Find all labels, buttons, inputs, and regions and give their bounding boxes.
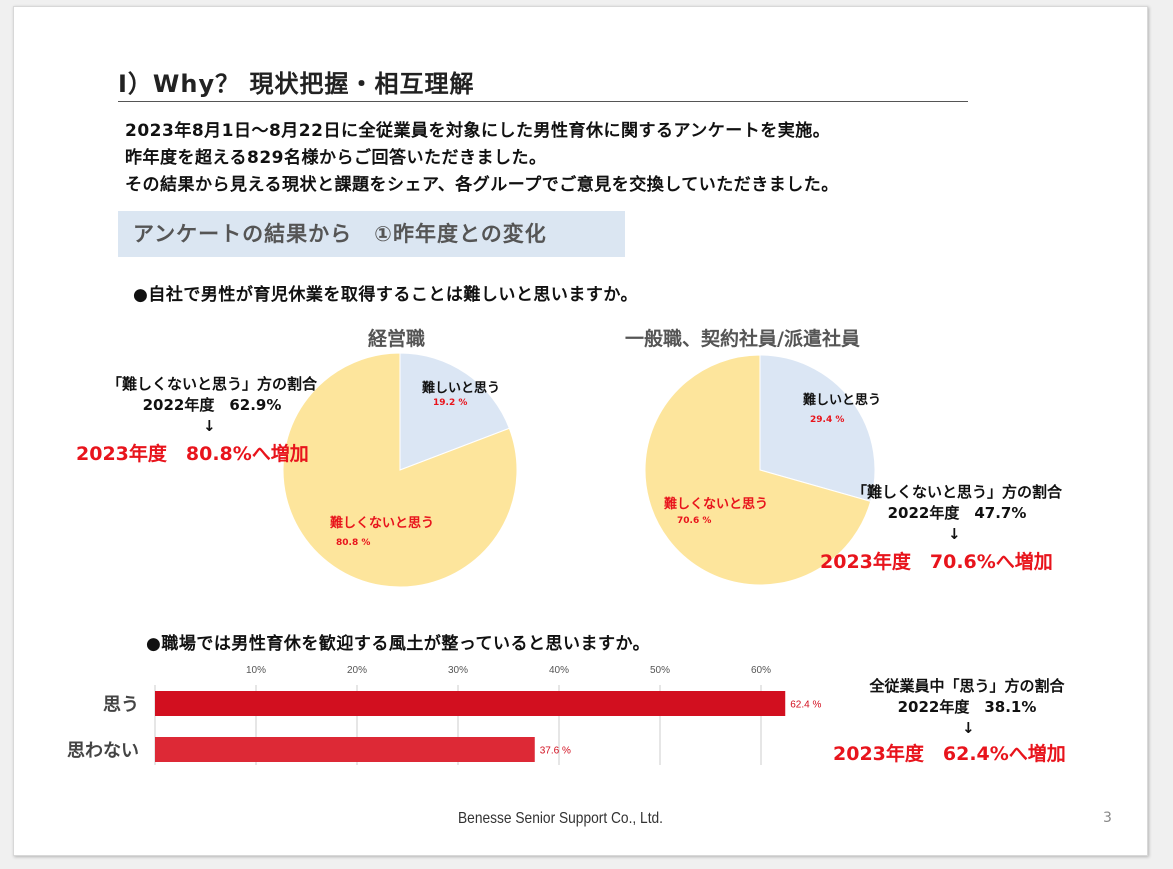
title-divider [118, 101, 968, 102]
note-management-result-wrap: 2023年度 80.8%へ増加 [76, 441, 309, 467]
intro-line-1: 2023年8月1日～8月22日に全従業員を対象にした男性育休に関するアンケートを… [125, 121, 831, 141]
section-heading-box [118, 211, 625, 257]
bar-0 [155, 691, 786, 716]
pie-chart-management [282, 352, 518, 588]
question-1: ●自社で男性が育児休業を取得することは難しいと思いますか。 [133, 285, 638, 305]
bar-value-label: 62.4 % [790, 700, 821, 711]
page-title: Ⅰ）Why？ 現状把握・相互理解 [118, 70, 475, 98]
note-management-result: 2023年度 80.8%へ増加 [76, 443, 309, 465]
x-tick-label: 10% [246, 665, 266, 676]
note-bar-arrow: ↓ [962, 719, 975, 737]
note-management-line2: 2022年度 62.9% [142, 396, 282, 414]
pie2-pct-not-difficult: 70.6 % [677, 516, 712, 526]
note-general-result-wrap: 2023年度 70.6%へ増加 [820, 549, 1053, 575]
pie1-slice-not-difficult [282, 352, 518, 588]
section-heading: アンケートの結果から ①昨年度との変化 [133, 222, 547, 246]
pie-1-slices [282, 352, 518, 588]
intro-text: 2023年8月1日～8月22日に全従業員を対象にした男性育休に関するアンケートを… [125, 118, 839, 199]
pie-chart-general [644, 354, 876, 586]
bar-category-label: 思う [103, 695, 139, 716]
x-tick-label: 50% [650, 665, 670, 676]
note-management-arrow: ↓ [203, 417, 216, 435]
x-tick-label: 20% [347, 665, 367, 676]
note-bar-line1: 全従業員中「思う」方の割合 [869, 677, 1065, 695]
note-general: 「難しくないと思う」方の割合 2022年度 47.7% ↓ [826, 482, 1088, 545]
pie1-pct-not-difficult: 80.8 % [336, 538, 371, 548]
pie-title-management: 経営職 [368, 328, 426, 350]
x-tick-label: 40% [549, 665, 569, 676]
pie2-label-difficult: 難しいと思う [803, 393, 882, 408]
x-tick-label: 30% [448, 665, 468, 676]
pie-title-general: 一般職、契約社員/派遣社員 [625, 328, 860, 350]
pie1-label-difficult: 難しいと思う [422, 381, 501, 396]
bar-chart-culture: 10% 20% 30% 40% 50% 60% 思う 62.4 % 思わない 37.6 % [67, 665, 821, 765]
bar-category-label: 思わない [67, 741, 139, 762]
note-bar-line2: 2022年度 38.1% [897, 698, 1037, 716]
intro-line-2: 昨年度を超える829名様からご回答いただきました。 [125, 148, 547, 168]
note-bar: 全従業員中「思う」方の割合 2022年度 38.1% ↓ [836, 676, 1098, 739]
intro-line-3: その結果から見える現状と課題をシェア、各グループでご意見を交換していただきました… [125, 175, 839, 195]
note-management-line1: 「難しくないと思う」方の割合 [106, 375, 317, 393]
note-general-arrow: ↓ [948, 525, 961, 543]
pie1-slice-difficult [399, 352, 510, 471]
bar-1 [155, 737, 535, 762]
note-bar-result: 2023年度 62.4%へ増加 [833, 743, 1066, 765]
pie2-pct-difficult: 29.4 % [810, 415, 845, 425]
note-general-result: 2023年度 70.6%へ増加 [820, 551, 1053, 573]
pie2-label-not-difficult: 難しくないと思う [664, 497, 769, 512]
bar-value-label: 37.6 % [540, 746, 571, 757]
note-bar-result-wrap: 2023年度 62.4%へ増加 [833, 741, 1066, 767]
page-number: 3 [1103, 810, 1112, 826]
pie2-slice-not-difficult [644, 354, 872, 586]
pie1-pct-difficult: 19.2 % [433, 398, 468, 408]
question-2: ●職場では男性育休を歓迎する風土が整っていると思いますか。 [146, 634, 651, 654]
pie2-slice-difficult [759, 354, 876, 503]
note-general-line1: 「難しくないと思う」方の割合 [851, 483, 1062, 501]
company-footer: Benesse Senior Support Co., Ltd. [458, 810, 664, 827]
pie-2-slices [644, 354, 876, 586]
pie1-label-not-difficult: 難しくないと思う [330, 516, 435, 531]
note-management: 「難しくないと思う」方の割合 2022年度 62.9% ↓ [82, 374, 342, 437]
bar-chart-marks: 10% 20% 30% 40% 50% 60% 思う 62.4 % 思わない 37.6 % [67, 665, 821, 765]
x-tick-label: 60% [751, 665, 771, 676]
note-general-line2: 2022年度 47.7% [887, 504, 1027, 522]
